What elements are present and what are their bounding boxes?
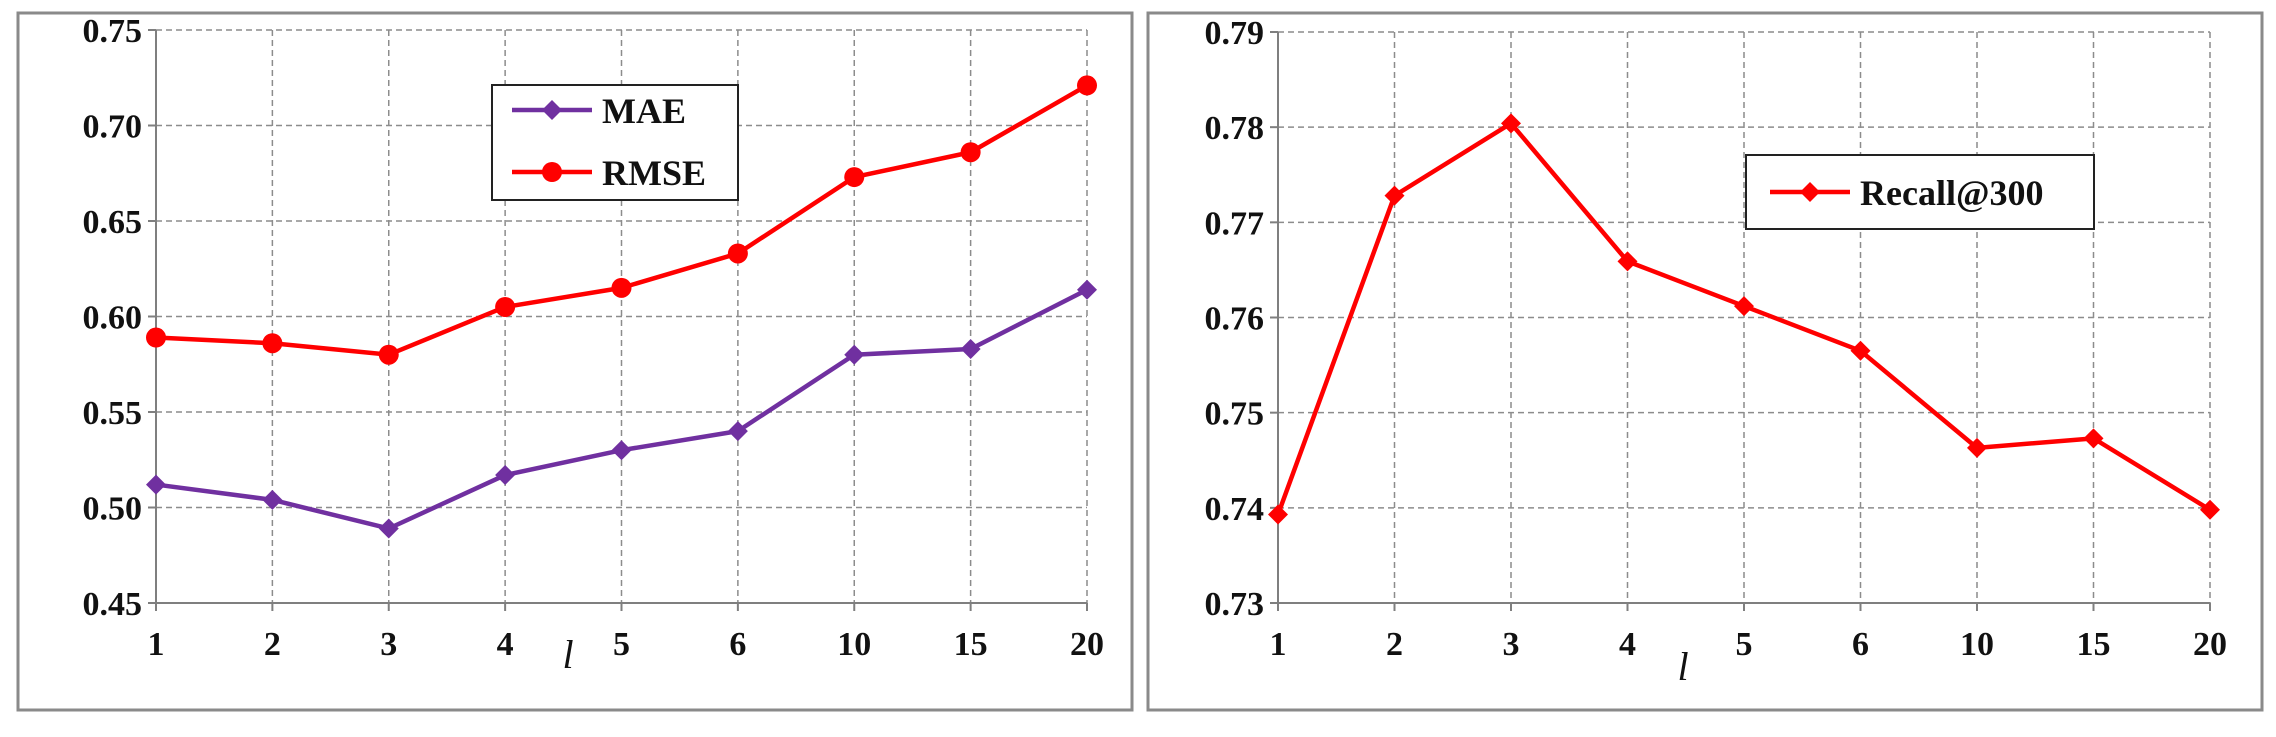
- data-point: [2200, 499, 2220, 520]
- x-tick-label: 2: [1386, 626, 1403, 663]
- legend-label: MAE: [602, 91, 686, 131]
- data-point: [960, 338, 981, 359]
- y-tick-label: 0.55: [83, 395, 143, 432]
- y-tick-label: 0.77: [1205, 205, 1265, 242]
- y-tick-label: 0.75: [83, 13, 143, 50]
- x-tick-label: 4: [1619, 626, 1636, 663]
- data-point: [1617, 251, 1638, 272]
- data-point: [1967, 437, 1987, 458]
- x-tick-label: 5: [613, 626, 630, 663]
- data-point: [146, 474, 166, 495]
- y-tick-label: 0.79: [1205, 15, 1265, 52]
- data-point: [262, 333, 283, 354]
- legend-box: [491, 84, 739, 201]
- x-tick-label: 15: [954, 626, 988, 663]
- x-tick-label: 3: [380, 626, 397, 663]
- y-tick-label: 0.45: [83, 586, 143, 623]
- x-axis-label: l: [562, 632, 573, 677]
- data-point: [1077, 75, 1097, 96]
- legend-label: Recall@300: [1860, 173, 2043, 213]
- legend-swatch-marker: [542, 162, 562, 182]
- data-point: [611, 277, 632, 298]
- data-point: [611, 440, 632, 461]
- data-point: [1850, 340, 1871, 361]
- data-point: [262, 489, 283, 510]
- data-point: [1384, 185, 1405, 206]
- x-tick-label: 6: [729, 626, 746, 663]
- data-point: [378, 344, 399, 365]
- data-point: [146, 327, 166, 348]
- x-tick-label: 3: [1503, 626, 1520, 663]
- y-tick-label: 0.76: [1205, 301, 1265, 338]
- x-tick-label: 15: [2077, 626, 2111, 663]
- y-tick-label: 0.74: [1205, 491, 1265, 528]
- y-tick-label: 0.73: [1205, 586, 1265, 623]
- data-point: [495, 296, 516, 317]
- x-axis-label: l: [1677, 644, 1688, 689]
- x-tick-label: 10: [1960, 626, 1994, 663]
- legend-label: RMSE: [602, 153, 706, 193]
- chart-mae-rmse: 0.45 0.50 0.55 0.60 0.65 0.70 0.75 1 2 3 4 5 6 10 15 20…: [16, 11, 1134, 712]
- x-tick-label: 10: [837, 626, 871, 663]
- chart-recall: 0.73 0.74 0.75 0.76 0.77 0.78 0.79 1 2 3 4 5 6 10 15 20…: [1146, 11, 2264, 712]
- legend-swatch-marker: [542, 100, 562, 120]
- data-point: [844, 167, 865, 188]
- data-point: [727, 421, 748, 442]
- x-tick-label: 5: [1736, 626, 1753, 663]
- data-point: [727, 243, 748, 264]
- data-point: [378, 518, 399, 539]
- data-point: [1268, 504, 1288, 525]
- x-tick-label: 20: [1070, 626, 1104, 663]
- data-point: [844, 344, 865, 365]
- x-tick-label: 6: [1852, 626, 1869, 663]
- y-tick-label: 0.78: [1205, 110, 1265, 147]
- x-tick-label: 20: [2193, 626, 2227, 663]
- legend-swatch-marker: [1800, 182, 1820, 202]
- chart-frame: [1146, 11, 2264, 712]
- x-tick-label: 4: [497, 626, 514, 663]
- y-tick-label: 0.50: [83, 491, 143, 528]
- data-point: [2083, 428, 2104, 449]
- data-point: [960, 142, 981, 163]
- x-tick-label: 1: [148, 626, 165, 663]
- y-tick-label: 0.65: [83, 204, 143, 241]
- data-point: [1501, 113, 1521, 134]
- data-point: [1734, 296, 1754, 317]
- y-tick-label: 0.60: [83, 300, 143, 337]
- data-point: [495, 465, 516, 486]
- data-point: [1077, 279, 1097, 300]
- x-tick-label: 2: [264, 626, 281, 663]
- y-tick-label: 0.75: [1205, 396, 1265, 433]
- y-tick-label: 0.70: [83, 109, 143, 146]
- x-tick-label: 1: [1270, 626, 1287, 663]
